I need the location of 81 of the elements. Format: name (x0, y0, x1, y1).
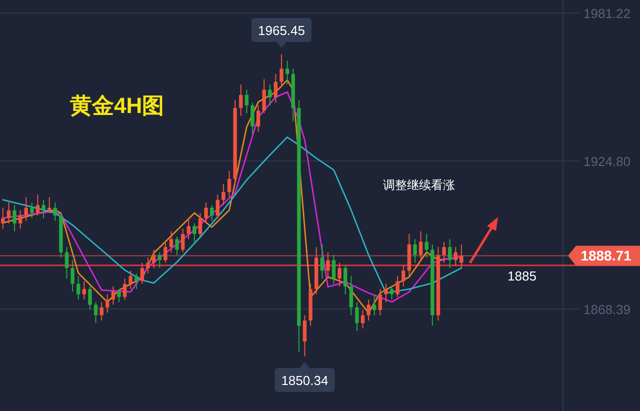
y-tick-label: 1924.80 (584, 154, 630, 170)
candlestick (413, 238, 417, 264)
candlestick (47, 196, 52, 214)
candlestick (100, 302, 104, 322)
candlestick (250, 102, 254, 135)
candlestick (280, 54, 284, 88)
ref-line-label: 1885 (508, 268, 536, 284)
text: 黄金4H图 (69, 93, 164, 118)
candlestick (30, 202, 34, 219)
annotation: 调整继续看涨 (383, 178, 455, 192)
candlestick (285, 60, 290, 85)
candlestick (384, 283, 388, 303)
candlestick (302, 314, 307, 357)
candlestick (239, 84, 243, 116)
candlestick (180, 228, 185, 253)
candlestick (128, 270, 132, 290)
candlestick (390, 286, 394, 300)
candlestick (140, 262, 144, 284)
candlestick (448, 238, 452, 269)
candlestick (418, 230, 423, 261)
candlestick (82, 280, 86, 300)
candlestick (372, 294, 376, 316)
candlestick (360, 310, 365, 329)
candlestick (192, 222, 196, 242)
candlestick (111, 286, 116, 306)
candlestick (424, 233, 428, 258)
annotation: 1850.34 (281, 373, 328, 388)
candlestick (134, 272, 138, 290)
candlestick (274, 73, 278, 104)
ref-line-label: 1888.71 (580, 248, 632, 264)
candlestick (378, 288, 382, 316)
candlestick (396, 275, 400, 298)
candlestick (152, 249, 156, 269)
y-tick-label: 1981.22 (584, 6, 630, 22)
candlestick (332, 254, 336, 284)
candlestick (42, 199, 46, 219)
candlestick (53, 202, 57, 222)
candlestick (222, 184, 226, 206)
candlestick (320, 244, 324, 280)
candlestick (355, 302, 359, 332)
candlestick (227, 170, 232, 198)
candlestick (164, 241, 168, 264)
candlestick (210, 204, 214, 222)
candlestick (262, 78, 266, 114)
y-tick-label: 1868.39 (584, 302, 630, 317)
candlestick (36, 194, 40, 216)
candlestick (343, 264, 348, 295)
candlestick (122, 278, 127, 300)
candlestick (1, 207, 5, 230)
candlestick (442, 241, 446, 264)
candlestick (454, 246, 458, 266)
annotation: 1965.45 (258, 23, 305, 38)
candlestick (256, 104, 260, 132)
candlestick (366, 299, 370, 322)
line-series (2, 136, 462, 294)
candlestick (169, 230, 174, 253)
candlestick (24, 196, 28, 222)
candlestick (106, 294, 110, 314)
candlestick (175, 236, 179, 256)
candlestick (18, 210, 22, 230)
candlestick (117, 288, 121, 303)
candlestick (146, 257, 150, 274)
candlestick (460, 244, 464, 269)
candlestick (76, 275, 80, 300)
candlestick (349, 275, 354, 316)
candlestick (64, 246, 69, 280)
candlestick (186, 218, 190, 240)
candlestick (204, 202, 208, 224)
candlestick (6, 202, 11, 224)
candlestick (244, 89, 249, 114)
candlestick (338, 262, 342, 287)
candlestick (94, 302, 98, 324)
candlestick (70, 260, 74, 292)
candlestick (88, 286, 92, 311)
candlestick (198, 212, 202, 238)
candlestick (158, 252, 162, 269)
candlestick (12, 204, 16, 232)
candlestick (216, 194, 220, 219)
candlestick (326, 252, 330, 280)
candlestick (268, 84, 272, 106)
candlestick (402, 264, 406, 287)
